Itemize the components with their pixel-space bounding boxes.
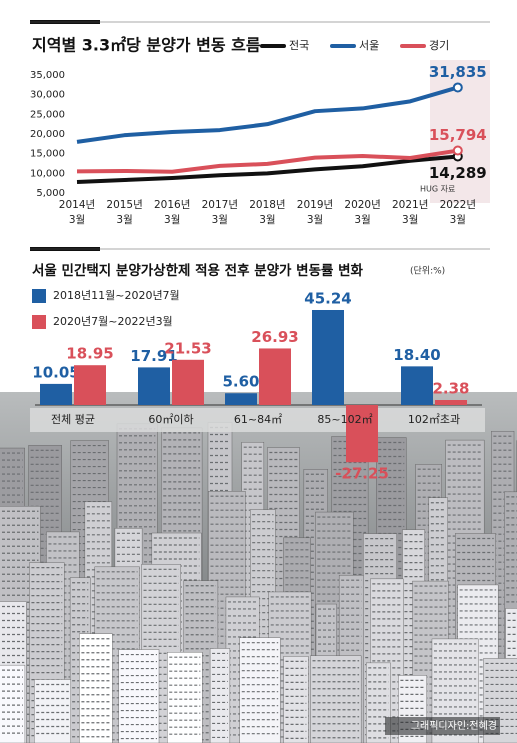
series-line (76, 154, 458, 184)
x-tick-label: 3월 (164, 214, 180, 226)
legend-swatch (32, 315, 46, 329)
x-tick-label: 2017년 (202, 199, 238, 211)
x-tick-label: 60㎡이하 (148, 412, 193, 426)
y-tick-label: 10,000 (30, 168, 65, 179)
bar (225, 393, 257, 405)
x-tick-label: 2018년 (249, 199, 285, 211)
label-band (30, 408, 485, 432)
x-tick-label: 3월 (450, 214, 466, 226)
value-label: 18.40 (393, 346, 440, 364)
x-tick-label: 3월 (212, 214, 228, 226)
x-tick-label: 3월 (307, 214, 323, 226)
series-line (76, 85, 459, 144)
legend-label: 경기 (429, 39, 449, 52)
bar (74, 365, 106, 405)
value-label: 5.60 (222, 373, 259, 391)
charts: 5,000 10,000 15,000 20,000 25,000 30,000 35,00… (30, 39, 487, 483)
x-tick-label: 2022년 (440, 199, 476, 211)
y-tick-label: 35,000 (30, 70, 65, 81)
value-label: 45.24 (304, 289, 351, 307)
x-tick-label: 102㎡초과 (408, 413, 460, 426)
value-label: 10.05 (32, 363, 79, 381)
annotation: HUG 자료 (420, 185, 455, 194)
x-tick-label: 3월 (69, 214, 85, 226)
x-tick-label: 61~84㎡ (234, 413, 282, 426)
legend-label: 2018년11월~2020년7월 (53, 289, 180, 302)
x-tick-label: 2021년 (392, 199, 428, 211)
x-tick-label: 85~102㎡ (317, 413, 372, 426)
x-tick-label: 3월 (402, 214, 418, 226)
value-label: 21.53 (164, 339, 211, 357)
value-label: 31,835 (429, 63, 487, 81)
building (34, 679, 71, 743)
series-line (76, 148, 459, 174)
building (0, 664, 26, 743)
bar (435, 400, 467, 405)
photo-buildings (0, 422, 517, 743)
legend-label: 전국 (289, 39, 309, 52)
bar (172, 359, 204, 405)
credit: 그래픽디자인:전혜경 (411, 719, 497, 732)
value-label: 17.91 (130, 347, 177, 365)
building (239, 637, 281, 743)
building (283, 656, 309, 743)
value-label: 14,289 (429, 164, 487, 182)
y-tick-label: 20,000 (30, 129, 65, 140)
chart-title: 서울 민간택지 분양가상한제 적용 전후 분양가 변동률 변화 (32, 262, 364, 279)
value-label: 26.93 (251, 328, 298, 346)
bar (138, 367, 170, 405)
x-tick-label: 전체 평균 (51, 413, 95, 426)
legend-label: 서울 (359, 39, 379, 52)
bar (346, 405, 378, 463)
x-tick-label: 2019년 (297, 199, 333, 211)
building (79, 633, 113, 743)
bar (40, 383, 72, 405)
y-tick-label: 30,000 (30, 90, 65, 101)
y-tick-label: 15,000 (30, 149, 65, 160)
building (167, 652, 203, 743)
x-tick-label: 2014년 (59, 199, 95, 211)
value-label: 2.38 (432, 380, 469, 398)
value-label: 15,794 (429, 126, 487, 144)
x-tick-label: 3월 (116, 214, 132, 226)
building (310, 655, 362, 743)
unit-label: (단위:%) (410, 266, 445, 277)
end-marker (452, 82, 463, 93)
chart-title: 지역별 3.3㎡당 분양가 변동 흐름 (32, 36, 261, 55)
legend-label: 2020년7월~2022년3월 (53, 315, 173, 328)
x-tick-label: 3월 (354, 214, 370, 226)
x-tick-label: 2016년 (154, 199, 190, 211)
end-marker (452, 145, 463, 156)
bar (401, 366, 433, 405)
y-tick-label: 25,000 (30, 109, 65, 120)
x-tick-label: 2015년 (106, 199, 142, 211)
value-label: -27.25 (335, 465, 389, 483)
y-tick-label: 5,000 (36, 188, 65, 199)
bar (312, 309, 344, 405)
x-tick-label: 3월 (259, 214, 275, 226)
bar (259, 348, 291, 405)
x-tick-label: 2020년 (344, 199, 380, 211)
legend-swatch (32, 289, 46, 303)
credit-bg (385, 717, 500, 735)
value-label: 18.95 (66, 345, 113, 363)
